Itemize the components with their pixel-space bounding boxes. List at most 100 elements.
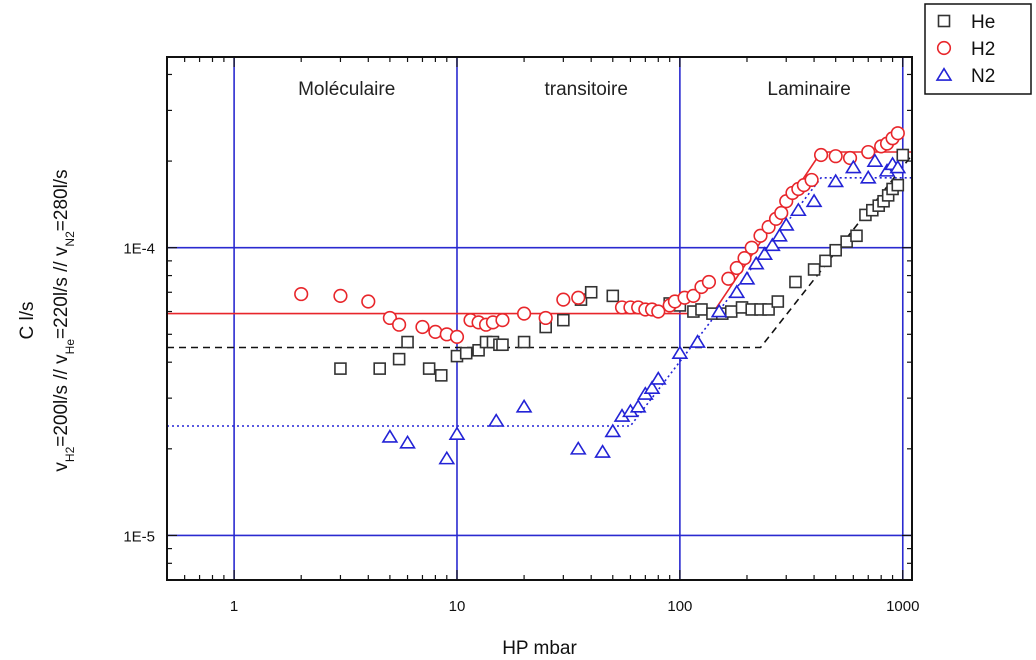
y-axis-subscript: H2 [63, 446, 77, 462]
data-point-h2 [333, 288, 348, 303]
data-marks-layer [294, 126, 910, 465]
data-point-h2 [516, 306, 532, 321]
data-point-h2 [556, 292, 571, 307]
legend-marker-h2 [936, 40, 952, 56]
data-point-he [392, 352, 406, 366]
data-point-h2 [571, 290, 586, 305]
data-point-he [606, 289, 620, 303]
data-point-h2 [890, 126, 905, 141]
data-point-n2 [777, 217, 795, 231]
data-point-h2 [538, 310, 553, 326]
data-point-n2 [728, 284, 746, 299]
data-point-n2 [569, 440, 587, 455]
data-point-n2 [604, 423, 622, 438]
data-point-he [373, 362, 386, 375]
region-label: transitoire [545, 79, 628, 100]
data-point-he [850, 229, 863, 243]
data-point-h2 [294, 286, 309, 302]
data-point-h2 [721, 271, 736, 286]
plot-frame [166, 56, 913, 581]
data-point-he [829, 243, 842, 257]
data-point-n2 [805, 193, 823, 208]
data-point-h2 [804, 172, 819, 188]
data-point-he [891, 178, 905, 192]
data-point-he [517, 335, 531, 349]
data-point-n2 [763, 237, 781, 252]
data-point-h2 [686, 288, 701, 303]
data-point-he [496, 338, 509, 352]
data-point-n2 [889, 159, 907, 174]
legend-label-h2: H2 [971, 39, 995, 60]
y-axis-title: C l/s [17, 302, 38, 340]
x-tick-label: 100 [667, 598, 692, 615]
data-point-n2 [649, 371, 667, 385]
data-point-h2 [701, 274, 717, 290]
data-point-he [762, 303, 775, 316]
data-point-n2 [643, 380, 661, 395]
data-point-n2 [789, 202, 807, 217]
grid-layer [167, 57, 912, 580]
data-point-h2 [861, 144, 876, 160]
data-point-n2 [671, 345, 689, 360]
data-point-h2 [744, 240, 759, 255]
data-point-h2 [828, 149, 843, 164]
data-point-n2 [594, 444, 611, 458]
data-point-he [819, 254, 832, 268]
legend-label-n2: N2 [971, 66, 995, 87]
data-point-n2 [487, 413, 505, 427]
data-point-h2 [729, 260, 744, 276]
legend-label-he: He [971, 12, 995, 33]
data-point-n2 [827, 173, 845, 188]
series-h2 [294, 126, 905, 344]
y-axis-text: =220l/s // v [51, 246, 72, 339]
data-point-n2 [515, 398, 533, 413]
tick-layer: 1 10 100 1000 1E-5 1E-4 [123, 57, 919, 615]
data-point-n2 [689, 334, 706, 348]
data-point-h2 [813, 147, 829, 163]
x-tick-label: 10 [449, 598, 466, 615]
region-label: Laminaire [767, 79, 850, 100]
data-point-n2 [448, 426, 466, 440]
data-point-he [695, 303, 708, 316]
data-point-he [401, 335, 414, 349]
data-point-he [771, 295, 785, 308]
data-point-he [584, 285, 598, 299]
region-labels: Moléculaire transitoire Laminaire [298, 79, 851, 100]
data-point-h2 [737, 251, 752, 266]
y-axis-subscript: N2 [63, 231, 77, 247]
x-tick-label: 1000 [886, 598, 919, 615]
y-axis-text: =280l/s [51, 169, 72, 231]
data-point-n2 [771, 227, 788, 242]
data-point-he [434, 369, 448, 382]
data-point-n2 [399, 434, 416, 449]
data-point-he [422, 362, 436, 375]
data-point-n2 [381, 429, 399, 443]
data-point-h2 [392, 317, 407, 332]
data-point-h2 [428, 324, 443, 339]
data-point-he [459, 346, 473, 360]
fit-line-h2 [167, 151, 912, 315]
data-point-he [334, 362, 347, 375]
data-point-h2 [753, 228, 768, 243]
data-point-h2 [774, 205, 789, 221]
x-axis-title: HP mbar [502, 638, 577, 659]
x-tick-label: 1 [230, 598, 238, 615]
y-axis-subscript: He [63, 339, 77, 355]
legend-marker-n2 [935, 67, 953, 81]
data-point-h2 [651, 304, 666, 319]
data-point-h2 [361, 294, 376, 309]
data-point-n2 [756, 246, 774, 260]
series-n2 [381, 153, 907, 465]
data-point-he [789, 275, 802, 289]
data-point-n2 [844, 159, 862, 174]
y-axis-subtitle: vH2=200l/s // vHe=220l/s // vN2=280l/s [51, 169, 77, 471]
series-he [334, 148, 910, 382]
y-tick-label: 1E-5 [123, 528, 155, 545]
data-point-h2 [415, 319, 430, 335]
y-tick-label: 1E-4 [123, 241, 155, 258]
data-point-he [472, 343, 485, 357]
region-label: Moléculaire [298, 79, 395, 100]
data-point-n2 [438, 450, 456, 465]
data-point-he [896, 148, 910, 162]
